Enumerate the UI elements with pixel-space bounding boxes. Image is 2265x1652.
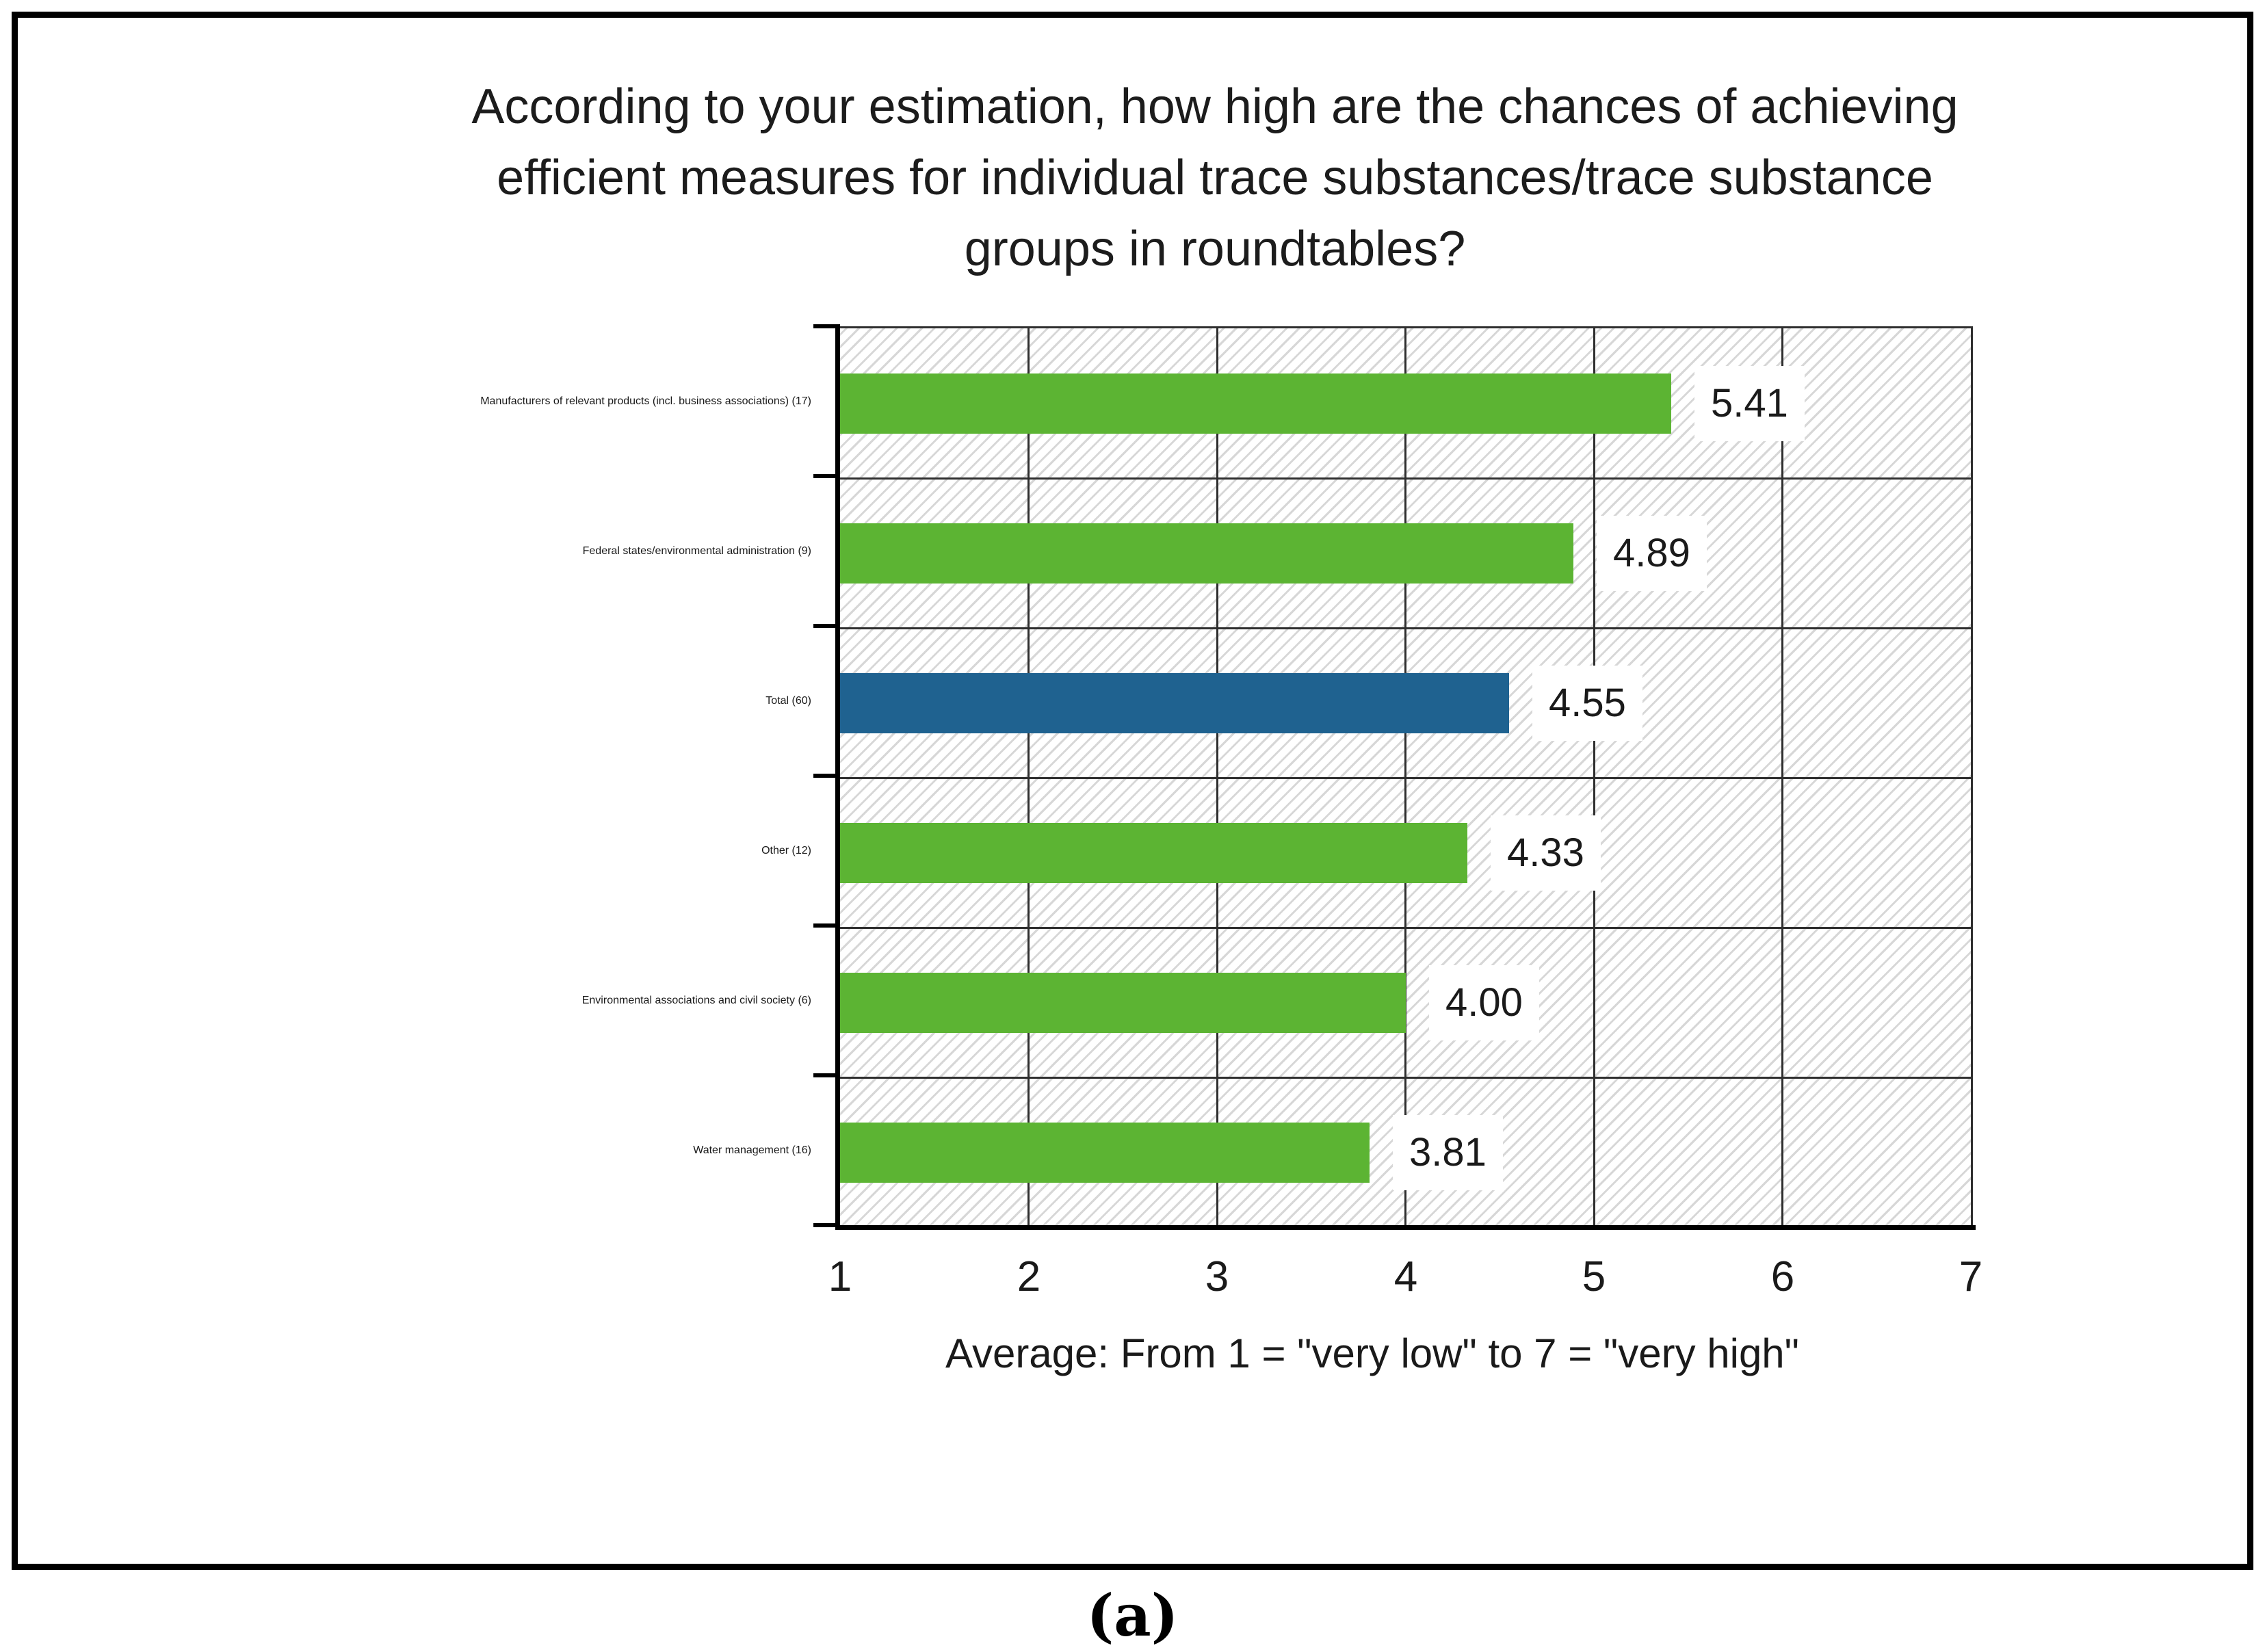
y-axis-tick — [813, 1073, 835, 1077]
gridline-vertical — [1216, 328, 1218, 1227]
bar — [840, 823, 1467, 883]
y-axis-tick — [813, 774, 835, 778]
category-label-text: Water management (16) — [693, 1144, 811, 1156]
category-label-text: Environmental associations and civil soc… — [581, 994, 811, 1006]
chart-title: According to your estimation, how high a… — [471, 79, 1959, 276]
bar-value-label: 4.89 — [1597, 516, 1707, 591]
bar — [840, 973, 1406, 1033]
y-axis-tick — [813, 923, 835, 928]
category-label: Federal states/environmental administrat… — [45, 476, 811, 626]
x-axis-tick-label: 6 — [1770, 1253, 1795, 1300]
x-axis-tick-label: 1 — [828, 1253, 852, 1300]
gridline-vertical — [1027, 328, 1030, 1227]
figure-caption: (a) — [1086, 1582, 1179, 1649]
category-label: Manufacturers of relevant products (incl… — [45, 326, 811, 476]
x-axis-tick-label: 2 — [1017, 1253, 1041, 1300]
bar-value-label: 4.33 — [1491, 815, 1601, 891]
x-axis-tick-label: 5 — [1582, 1253, 1606, 1300]
category-label-text: Federal states/environmental administrat… — [582, 545, 811, 557]
x-axis-tick-label: 4 — [1393, 1253, 1418, 1300]
category-label: Other (12) — [45, 776, 811, 926]
gridline-vertical — [1404, 328, 1406, 1227]
category-label: Environmental associations and civil soc… — [45, 926, 811, 1075]
gridline-vertical — [1593, 328, 1595, 1227]
bar-value-label: 3.81 — [1393, 1115, 1503, 1190]
x-axis-tick-label: 3 — [1205, 1253, 1229, 1300]
x-axis-label: Average: From 1 = "very low" to 7 = "ver… — [945, 1330, 1799, 1376]
x-axis-line — [835, 1225, 1976, 1230]
y-axis-tick — [813, 324, 835, 328]
y-axis-tick — [813, 624, 835, 628]
category-label-text: Total (60) — [765, 694, 811, 707]
x-axis-tick-label: 7 — [1959, 1253, 1983, 1300]
y-axis-line — [835, 324, 840, 1230]
y-axis-tick — [813, 474, 835, 478]
category-label-text: Other (12) — [761, 844, 811, 856]
category-label-text: Manufacturers of relevant products (incl… — [480, 395, 811, 407]
bar-value-label: 4.00 — [1429, 965, 1539, 1040]
gridline-vertical — [1781, 328, 1783, 1227]
category-label: Total (60) — [45, 626, 811, 776]
bar — [840, 523, 1573, 584]
bar — [840, 373, 1671, 434]
plot-area: 5.41 4.89 4.55 4.33 4.00 3.81 — [840, 326, 1973, 1227]
category-label: Water management (16) — [45, 1075, 811, 1225]
bar-value-label: 4.55 — [1532, 666, 1642, 741]
chart-frame: According to your estimation, how high a… — [12, 12, 2253, 1570]
bar — [840, 673, 1509, 733]
y-axis-tick — [813, 1223, 835, 1227]
bar — [840, 1123, 1370, 1183]
bar-value-label: 5.41 — [1694, 366, 1805, 441]
